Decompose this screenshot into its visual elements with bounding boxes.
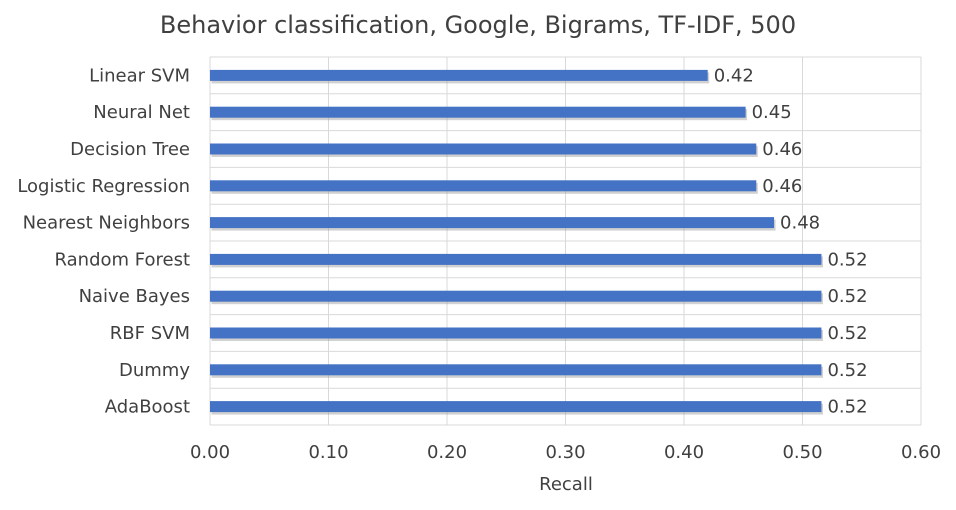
data-label: 0.42 [714, 65, 754, 86]
data-label: 0.52 [827, 397, 867, 418]
category-label: Neural Net [93, 102, 190, 123]
x-axis-title: Recall [539, 474, 593, 495]
bar [210, 327, 822, 339]
category-label: AdaBoost [105, 397, 190, 418]
bar [210, 180, 757, 192]
x-tick-label: 0.10 [308, 442, 348, 463]
category-label: Dummy [119, 360, 190, 381]
bar [210, 290, 822, 302]
x-tick-label: 0.20 [427, 442, 467, 463]
bar [210, 364, 822, 376]
bar [210, 106, 746, 118]
category-label: Naive Bayes [79, 286, 190, 307]
category-label: RBF SVM [110, 323, 190, 344]
gridlines [209, 56, 922, 426]
data-label: 0.45 [752, 102, 792, 123]
category-label: Nearest Neighbors [23, 213, 190, 234]
bar [210, 143, 757, 155]
category-label: Decision Tree [70, 139, 190, 160]
bar [210, 253, 822, 265]
category-label: Random Forest [55, 249, 190, 270]
data-label: 0.52 [827, 323, 867, 344]
data-label: 0.48 [780, 213, 820, 234]
data-label: 0.52 [827, 286, 867, 307]
bar [210, 401, 822, 413]
category-label: Logistic Regression [17, 176, 190, 197]
x-tick-label: 0.00 [190, 442, 230, 463]
x-tick-label: 0.50 [782, 442, 822, 463]
x-tick-label: 0.30 [545, 442, 585, 463]
x-tick-label: 0.60 [901, 442, 941, 463]
bar [210, 217, 775, 229]
bar [210, 69, 708, 81]
category-label: Linear SVM [89, 65, 190, 86]
data-label: 0.46 [762, 176, 802, 197]
x-tick-label: 0.40 [664, 442, 704, 463]
chart-title: Behavior classification, Google, Bigrams… [160, 11, 796, 39]
data-label: 0.52 [827, 249, 867, 270]
data-label: 0.46 [762, 139, 802, 160]
bars [210, 69, 823, 415]
labels: Linear SVM 0.42 Neural Net 0.45 Decision Tre… [17, 65, 941, 463]
data-label: 0.52 [827, 360, 867, 381]
